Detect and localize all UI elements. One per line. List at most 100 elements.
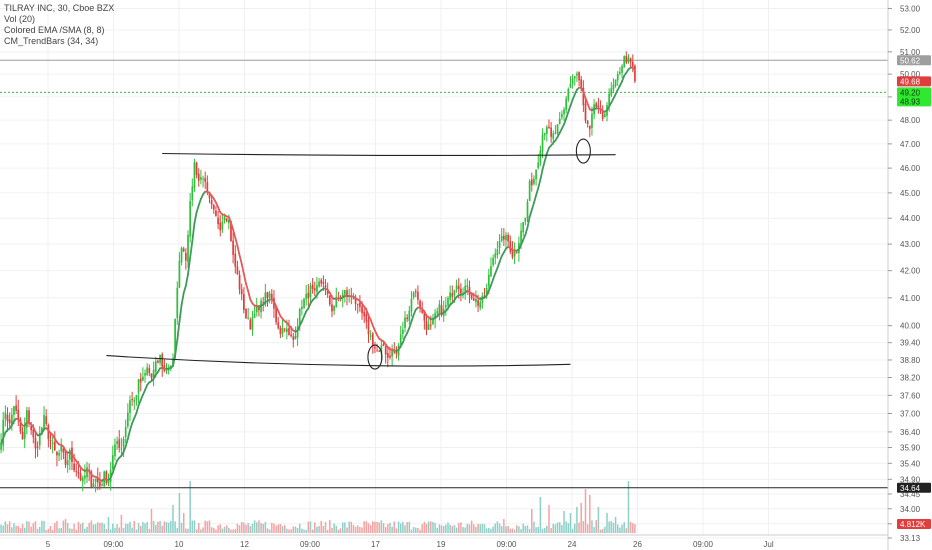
volume-bar — [541, 528, 544, 533]
candle-body — [247, 317, 250, 319]
price-axis-label: 42.00 — [900, 267, 921, 276]
volume-bar — [163, 521, 166, 533]
ema-segment — [217, 206, 222, 214]
candle-body — [255, 306, 258, 313]
candle-body — [623, 56, 626, 68]
time-axis[interactable]: 5 09:00 10 12 09:00 17 19 09:00 24 26 09:00 Jul — [46, 540, 774, 549]
candle-body — [187, 234, 189, 262]
volume-bar — [503, 519, 505, 533]
volume-bar — [262, 523, 264, 533]
candle-body — [86, 467, 88, 478]
candle-body — [124, 427, 127, 437]
candle-body — [621, 66, 623, 73]
volume-bar — [384, 527, 387, 533]
volume-bar — [49, 526, 52, 533]
volume-bar — [66, 523, 69, 533]
volume-bar — [468, 524, 471, 533]
candle-body — [268, 293, 271, 298]
trend-line[interactable] — [162, 152, 616, 157]
trend-drawings[interactable] — [106, 138, 616, 370]
volume-bar — [432, 521, 434, 533]
ema-segment — [176, 321, 181, 342]
candle-body — [96, 477, 99, 483]
candle-body — [470, 294, 473, 299]
volume-bar — [221, 528, 224, 533]
volume-bar — [210, 527, 213, 533]
volume-bar — [71, 528, 73, 533]
candle-body — [202, 178, 204, 180]
volume-bar — [341, 522, 344, 533]
volume-bar — [369, 525, 372, 533]
ema-segment — [492, 272, 497, 281]
volume-bar — [610, 521, 613, 533]
ema-segment — [533, 194, 537, 204]
moving-average — [0, 66, 636, 482]
candle-body — [219, 222, 222, 231]
candle-body — [178, 260, 181, 288]
candle-body — [363, 311, 366, 317]
candle-body — [530, 179, 533, 186]
candle-body — [490, 266, 492, 277]
candle-body — [25, 410, 28, 428]
candle-body — [19, 419, 22, 432]
candle-body — [380, 345, 383, 353]
volume-bar — [260, 522, 262, 533]
volume-bar — [522, 523, 524, 533]
candle-body — [378, 350, 381, 352]
candle-body — [331, 304, 333, 312]
candle-body — [352, 297, 355, 300]
volume-bar — [576, 507, 578, 533]
candle-body — [144, 373, 146, 376]
volume-bar — [11, 527, 13, 533]
volume-bar — [417, 528, 419, 533]
candle-body — [230, 220, 232, 242]
candle-body — [10, 414, 13, 425]
price-tag-red — [897, 76, 931, 87]
volume-bar — [354, 526, 357, 533]
volume-bar — [449, 524, 451, 533]
time-axis-label: 5 — [46, 540, 51, 549]
volume-bar — [496, 521, 499, 533]
candle-body — [135, 395, 138, 400]
trend-line[interactable] — [106, 355, 571, 367]
price-tag-label: 49.68 — [900, 77, 921, 86]
candle-body — [417, 291, 419, 300]
ema-segment — [133, 412, 138, 419]
volume-bar — [238, 525, 241, 533]
candle-body — [548, 126, 550, 129]
volume-bar — [219, 524, 221, 533]
ema-segment — [131, 417, 136, 425]
volume-bar — [425, 523, 428, 533]
candle-body — [475, 298, 477, 303]
volume-bar — [604, 526, 606, 533]
volume-bar — [118, 527, 121, 533]
volume-bar — [399, 523, 402, 533]
volume-bar — [165, 522, 168, 533]
volume-bar — [359, 527, 361, 533]
volume-bar — [127, 523, 129, 533]
ema-segment — [369, 318, 374, 327]
candle-body — [414, 291, 417, 293]
candle-body — [432, 318, 434, 325]
candle-body — [464, 285, 467, 292]
drawn-circle[interactable] — [367, 344, 383, 370]
ema-segment — [111, 465, 116, 474]
candle-body — [215, 210, 217, 216]
candle-body — [333, 305, 335, 311]
volume-bar — [447, 522, 449, 533]
candle-body — [223, 216, 226, 221]
volume-bar — [62, 520, 65, 533]
ema-segment — [230, 221, 235, 231]
time-axis-label: 10 — [175, 540, 184, 549]
ema-segment — [565, 111, 570, 120]
candle-body — [316, 285, 318, 292]
volume-bar — [380, 520, 383, 533]
candle-body — [619, 71, 621, 74]
drawn-circle[interactable] — [575, 138, 591, 164]
ema-segment — [122, 445, 127, 453]
candle-body — [240, 289, 243, 295]
volume-bar — [427, 521, 430, 533]
candle-body — [324, 285, 327, 288]
candle-body — [137, 379, 140, 394]
volume-bar — [475, 526, 477, 533]
